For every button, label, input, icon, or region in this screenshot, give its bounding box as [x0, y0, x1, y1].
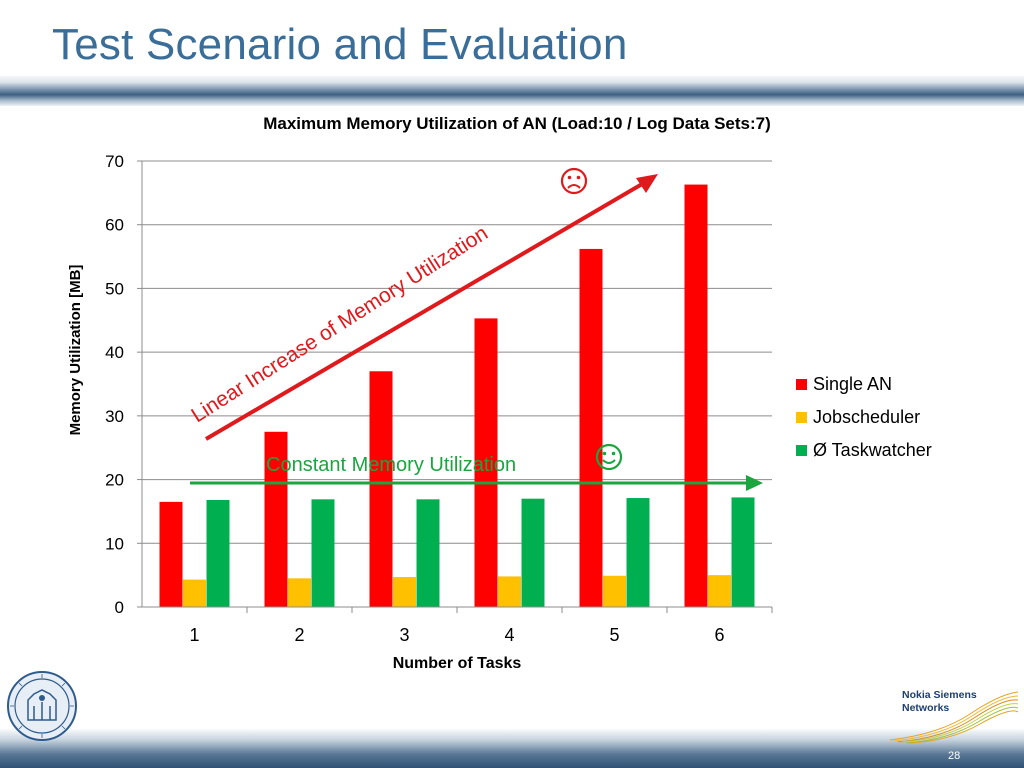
x-tick-label: 2 — [294, 625, 304, 645]
page-number: 28 — [948, 750, 961, 762]
chart-legend: Single AN Jobscheduler Ø Taskwatcher — [796, 368, 932, 467]
x-tick-labels: 1 2 3 4 5 6 — [189, 625, 724, 645]
legend-label: Jobscheduler — [813, 407, 921, 427]
linear-increase-arrow — [204, 178, 651, 441]
bar-taskwatcher-4 — [521, 498, 545, 607]
y-tick-label: 0 — [115, 598, 124, 617]
chart-title: Maximum Memory Utilization of AN (Load:1… — [263, 114, 771, 133]
y-axis-label: Memory Utilization [MB] — [67, 265, 84, 436]
legend-swatch-jobscheduler — [796, 412, 807, 423]
bar-jobscheduler-1 — [183, 579, 206, 607]
constant-utilization-arrowhead — [746, 475, 763, 491]
y-tick-label: 70 — [105, 152, 124, 171]
bar-jobscheduler-3 — [393, 577, 416, 607]
bar-single-an-5 — [579, 248, 603, 607]
legend-swatch-taskwatcher — [796, 445, 807, 456]
y-tick-label: 20 — [105, 471, 124, 490]
x-tick-label: 1 — [189, 625, 199, 645]
legend-label: Single AN — [813, 374, 893, 394]
sea-footer-band — [0, 728, 1024, 768]
y-tick-label: 60 — [105, 216, 124, 235]
bar-single-an-2 — [264, 431, 288, 607]
x-tick-label: 6 — [714, 625, 724, 645]
x-tick-label: 3 — [399, 625, 409, 645]
bar-single-an-1 — [159, 501, 183, 607]
constant-utilization-label: Constant Memory Utilization — [266, 454, 516, 476]
svg-text:Nokia Siemens: Nokia Siemens — [902, 689, 977, 701]
bar-single-an-4 — [474, 318, 498, 607]
bar-jobscheduler-2 — [288, 578, 311, 607]
y-tick-label: 10 — [105, 534, 124, 553]
bar-single-an-3 — [369, 371, 393, 607]
smiling-face-icon — [595, 443, 623, 471]
x-tick-label: 5 — [609, 625, 619, 645]
linear-increase-label: Linear Increase of Memory Utilization — [187, 222, 492, 428]
y-tick-label: 40 — [105, 343, 124, 362]
legend-label: Ø Taskwatcher — [813, 440, 932, 460]
svg-text:Networks: Networks — [902, 702, 949, 714]
bar-jobscheduler-5 — [603, 575, 626, 607]
legend-item-jobscheduler: Jobscheduler — [796, 401, 932, 434]
y-tick-label: 30 — [105, 407, 124, 426]
nokia-siemens-networks-logo: Nokia Siemens Networks — [889, 689, 1019, 744]
bar-jobscheduler-6 — [708, 575, 731, 607]
y-tick-labels: 0 10 20 30 40 50 60 70 — [105, 152, 124, 617]
bar-taskwatcher-3 — [416, 499, 440, 607]
y-tick-label: 50 — [105, 279, 124, 298]
sea-banner — [0, 76, 1024, 106]
bar-taskwatcher-1 — [206, 499, 230, 607]
grid-lines — [137, 160, 773, 613]
x-tick-label: 4 — [504, 625, 514, 645]
legend-swatch-single-an — [796, 379, 807, 390]
university-seal-logo — [7, 671, 77, 741]
x-axis-label: Number of Tasks — [393, 655, 522, 672]
legend-item-single-an: Single AN — [796, 368, 932, 401]
linear-increase-arrowhead — [636, 174, 658, 193]
bar-taskwatcher-5 — [626, 498, 650, 607]
bars — [159, 184, 755, 607]
bar-single-an-6 — [684, 184, 708, 607]
bar-taskwatcher-2 — [311, 499, 335, 607]
constant-utilization-annotation: Constant Memory Utilization — [190, 443, 763, 491]
bar-jobscheduler-4 — [498, 576, 521, 607]
legend-item-taskwatcher: Ø Taskwatcher — [796, 434, 932, 467]
bar-taskwatcher-6 — [731, 497, 755, 607]
frowning-face-icon — [560, 167, 588, 195]
slide-title: Test Scenario and Evaluation — [52, 20, 628, 69]
